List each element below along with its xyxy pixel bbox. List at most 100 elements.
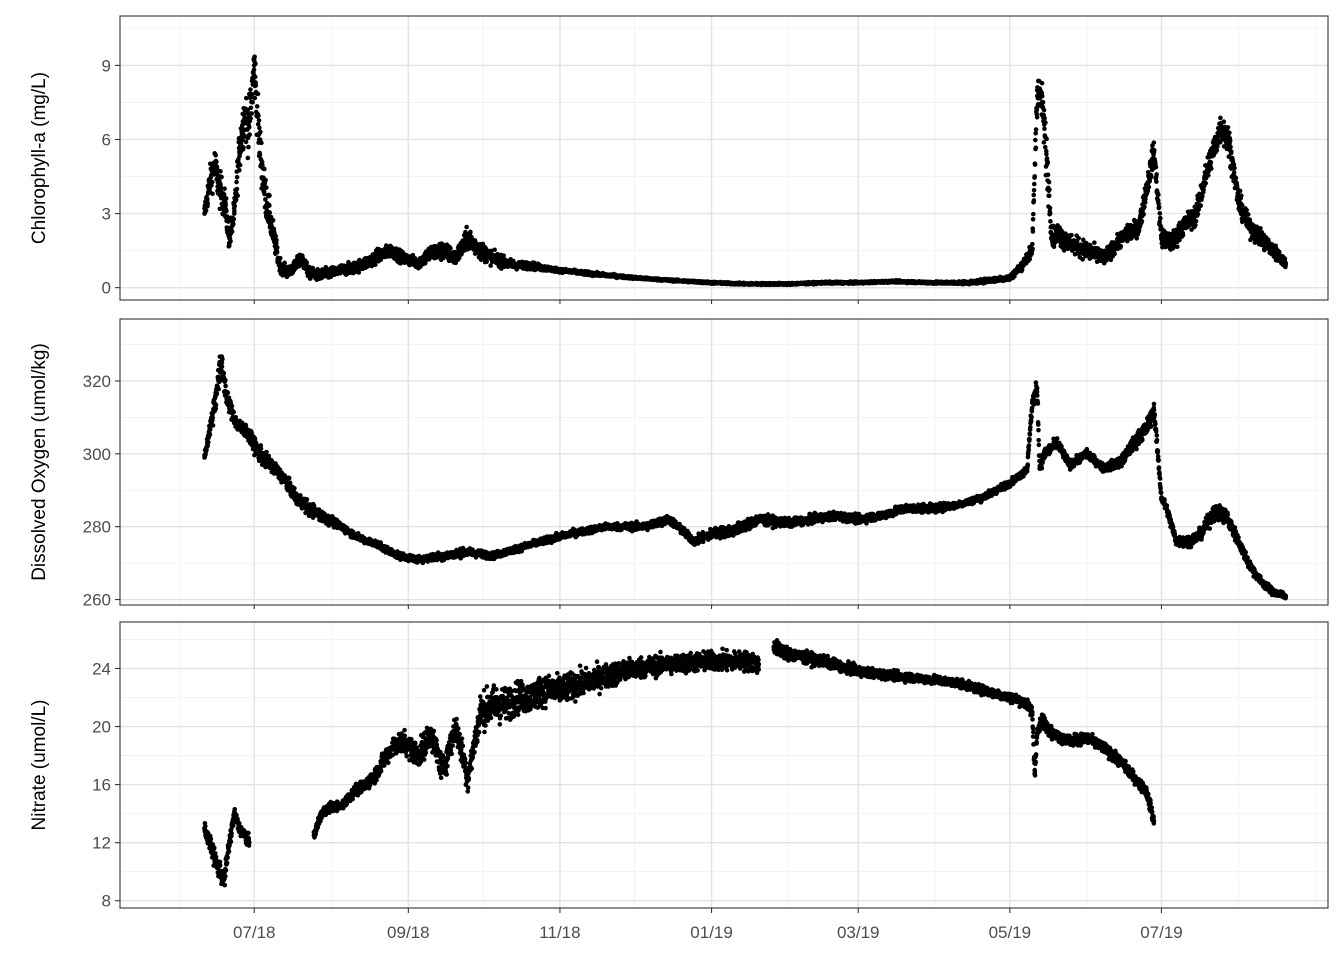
data-point <box>273 234 278 239</box>
data-point <box>1042 116 1047 121</box>
data-point <box>1047 180 1052 185</box>
data-point <box>1032 188 1037 193</box>
data-point <box>468 230 473 235</box>
data-point <box>275 245 280 250</box>
data-point <box>253 96 258 101</box>
data-point <box>248 87 253 92</box>
data-point <box>257 126 262 131</box>
data-point <box>223 203 228 208</box>
data-point <box>232 209 237 214</box>
data-point <box>1044 164 1049 169</box>
data-point <box>1048 206 1053 211</box>
data-point <box>1034 146 1039 151</box>
data-point <box>1112 252 1117 257</box>
data-point <box>1141 212 1146 217</box>
data-point <box>1157 205 1162 210</box>
data-point <box>1031 212 1036 217</box>
data-point <box>1047 194 1052 199</box>
data-point <box>1040 81 1045 86</box>
data-point <box>1046 160 1051 165</box>
y-tick-label: 9 <box>102 56 111 75</box>
data-point <box>1154 179 1159 184</box>
data-point <box>222 186 227 191</box>
data-point <box>252 54 257 59</box>
data-point <box>1030 246 1035 251</box>
data-point <box>1027 257 1032 262</box>
data-points <box>202 54 1288 287</box>
data-point <box>235 175 240 180</box>
data-point <box>271 218 276 223</box>
y-tick-label: 3 <box>102 205 111 224</box>
data-point <box>256 113 261 118</box>
y-tick-label: 6 <box>102 130 111 149</box>
data-point <box>234 180 239 185</box>
data-point <box>259 141 264 146</box>
data-point <box>1048 219 1053 224</box>
data-point <box>1044 152 1049 157</box>
data-point <box>1033 138 1038 143</box>
data-point <box>1147 185 1152 190</box>
data-point <box>264 185 269 190</box>
data-point <box>1042 108 1047 113</box>
data-point <box>250 100 255 105</box>
data-point <box>219 175 224 180</box>
data-point <box>1142 205 1147 210</box>
data-point <box>1158 216 1163 221</box>
data-point <box>1047 187 1052 192</box>
data-point <box>1031 193 1036 198</box>
data-point <box>238 163 243 168</box>
data-point <box>1048 211 1053 216</box>
data-point <box>267 193 272 198</box>
data-point <box>253 61 258 66</box>
data-point <box>1149 174 1154 179</box>
data-point <box>1043 145 1048 150</box>
data-point <box>484 259 489 264</box>
data-point <box>278 256 283 261</box>
data-point <box>231 222 236 227</box>
data-point <box>1041 100 1046 105</box>
data-point <box>210 191 215 196</box>
data-point <box>210 180 215 185</box>
data-point <box>248 116 253 121</box>
data-point <box>1076 236 1081 241</box>
y-tick-label: 0 <box>102 279 111 298</box>
data-point <box>249 111 254 116</box>
data-point <box>1031 229 1036 234</box>
data-point <box>244 140 249 145</box>
data-point <box>230 229 235 234</box>
data-point <box>1033 162 1038 167</box>
data-point <box>254 83 259 88</box>
data-point <box>1040 94 1045 99</box>
data-point <box>262 167 267 172</box>
data-point <box>274 238 279 243</box>
data-point <box>1152 148 1157 153</box>
data-point <box>1032 174 1037 179</box>
data-point <box>258 153 263 158</box>
data-point <box>304 260 309 265</box>
data-point <box>1042 126 1047 131</box>
data-point <box>464 225 469 230</box>
data-point <box>224 196 229 201</box>
data-point <box>1154 172 1159 177</box>
data-point <box>1134 236 1139 241</box>
data-point <box>1069 233 1074 238</box>
data-point <box>1140 219 1145 224</box>
data-point <box>1151 152 1156 157</box>
data-point <box>1154 165 1159 170</box>
data-point <box>1031 217 1036 222</box>
data-point <box>234 198 239 203</box>
data-point <box>205 201 210 206</box>
data-point <box>253 75 258 80</box>
data-point <box>218 169 223 174</box>
data-point <box>255 104 260 109</box>
data-point <box>205 197 210 202</box>
data-point <box>1034 127 1039 132</box>
data-point <box>1044 137 1049 142</box>
data-point <box>232 204 237 209</box>
data-point <box>241 145 246 150</box>
data-point <box>204 208 209 213</box>
data-point <box>1030 242 1035 247</box>
data-point <box>1032 182 1037 187</box>
